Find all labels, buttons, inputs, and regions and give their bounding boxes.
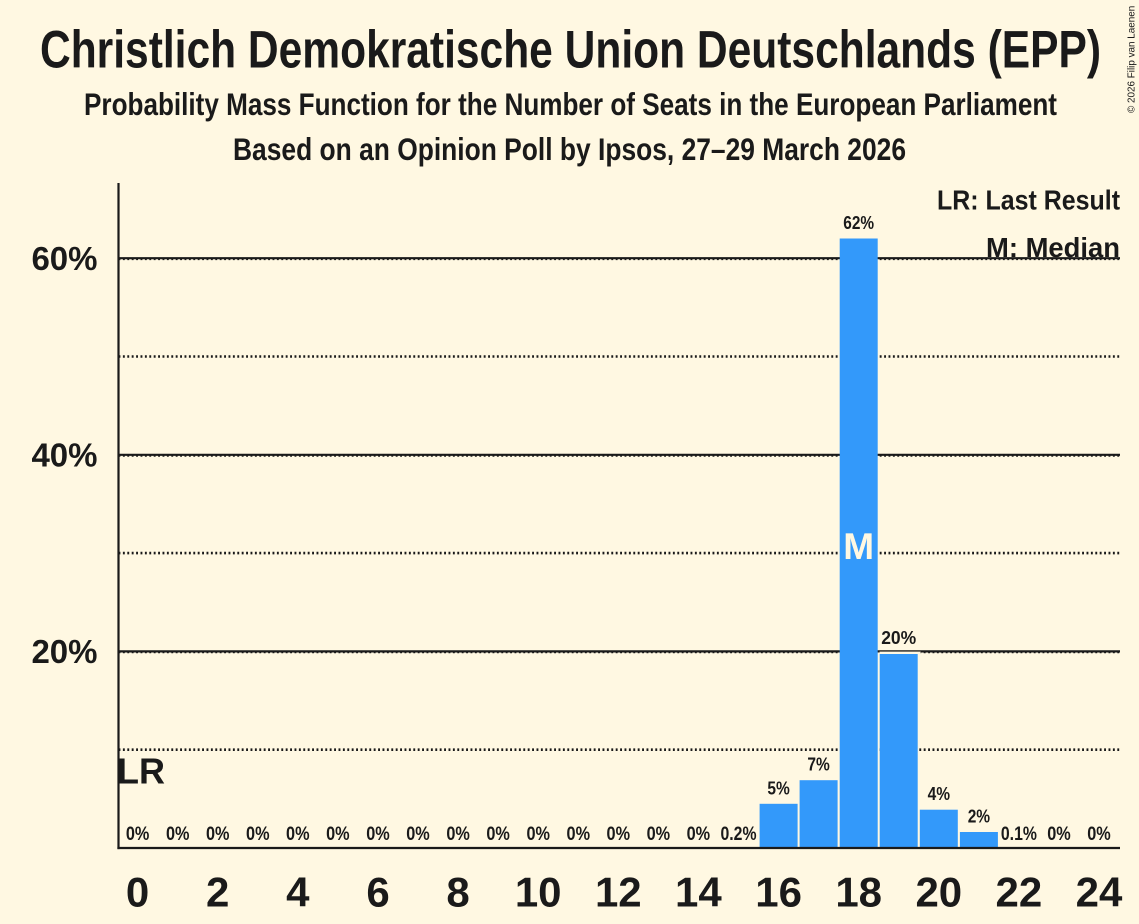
- svg-text:6: 6: [366, 868, 389, 915]
- svg-text:© 2026 Filip van Laenen: © 2026 Filip van Laenen: [1126, 6, 1137, 113]
- svg-text:16: 16: [755, 868, 802, 915]
- svg-text:M: Median: M: Median: [986, 232, 1120, 263]
- svg-text:0%: 0%: [526, 823, 550, 845]
- svg-text:0%: 0%: [126, 823, 150, 845]
- svg-text:LR: Last Result: LR: Last Result: [937, 185, 1120, 216]
- svg-text:8: 8: [446, 868, 469, 915]
- svg-text:0%: 0%: [647, 823, 671, 845]
- svg-text:14: 14: [675, 868, 722, 915]
- svg-text:5%: 5%: [767, 777, 789, 798]
- svg-text:2%: 2%: [968, 806, 990, 827]
- svg-text:M: M: [843, 526, 874, 567]
- svg-text:20: 20: [915, 868, 962, 915]
- svg-text:0%: 0%: [326, 823, 350, 845]
- svg-text:18: 18: [835, 868, 882, 915]
- svg-text:20%: 20%: [31, 633, 97, 670]
- svg-text:0%: 0%: [406, 823, 430, 845]
- svg-text:0%: 0%: [1087, 823, 1111, 845]
- svg-text:LR: LR: [117, 751, 165, 792]
- svg-text:Probability Mass Function for: Probability Mass Function for the Number…: [84, 86, 1057, 122]
- svg-text:0%: 0%: [366, 823, 390, 845]
- svg-text:0: 0: [126, 868, 149, 915]
- svg-text:0%: 0%: [607, 823, 631, 845]
- svg-text:0%: 0%: [486, 823, 510, 845]
- svg-text:0%: 0%: [206, 823, 230, 845]
- svg-text:0%: 0%: [246, 823, 270, 845]
- svg-text:0%: 0%: [166, 823, 190, 845]
- svg-text:24: 24: [1076, 868, 1123, 915]
- svg-text:0.2%: 0.2%: [721, 823, 757, 845]
- svg-text:20%: 20%: [881, 627, 916, 648]
- svg-text:4%: 4%: [928, 783, 950, 804]
- svg-text:12: 12: [595, 868, 642, 915]
- svg-text:0.1%: 0.1%: [1001, 823, 1037, 845]
- svg-text:40%: 40%: [31, 437, 97, 474]
- svg-text:62%: 62%: [843, 212, 874, 233]
- svg-text:0%: 0%: [446, 823, 470, 845]
- svg-text:0%: 0%: [687, 823, 711, 845]
- svg-text:0%: 0%: [286, 823, 310, 845]
- svg-text:2: 2: [206, 868, 229, 915]
- svg-text:7%: 7%: [807, 754, 829, 775]
- svg-text:60%: 60%: [31, 240, 97, 277]
- svg-text:0%: 0%: [567, 823, 591, 845]
- svg-text:22: 22: [996, 868, 1043, 915]
- svg-text:0%: 0%: [1047, 823, 1071, 845]
- svg-text:Christlich Demokratische Union: Christlich Demokratische Union Deutschla…: [40, 20, 1101, 79]
- svg-text:10: 10: [515, 868, 562, 915]
- svg-text:4: 4: [286, 868, 310, 915]
- svg-text:Based on an Opinion Poll by Ip: Based on an Opinion Poll by Ipsos, 27–29…: [233, 131, 906, 167]
